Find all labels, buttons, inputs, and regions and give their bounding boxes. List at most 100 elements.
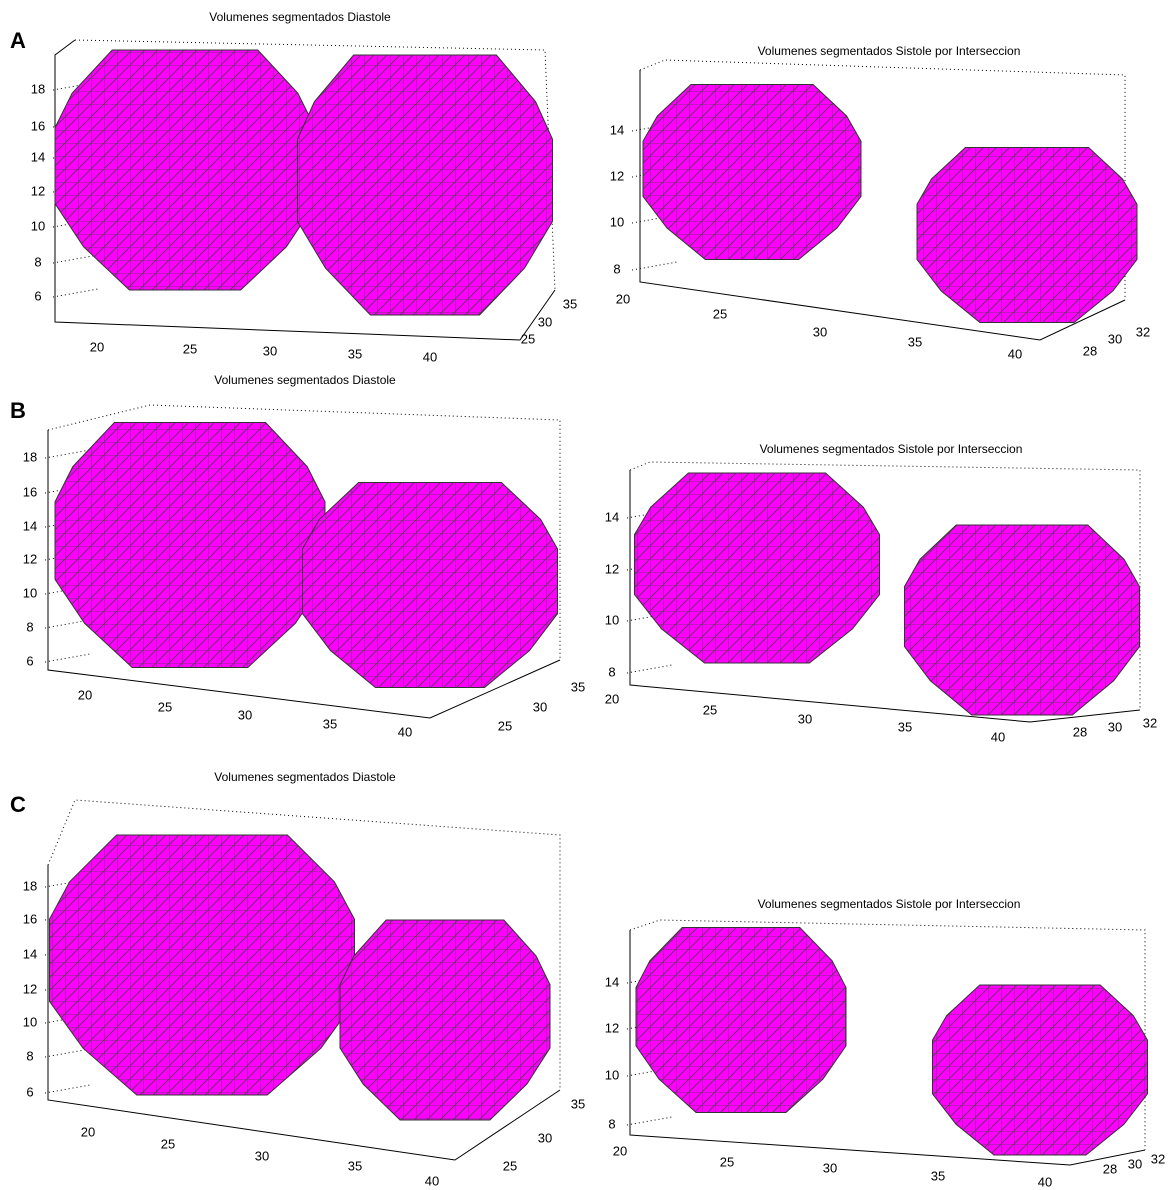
x-tick-label: 25 [183,341,197,356]
z-tick-label: 6 [34,288,41,303]
volume-mesh [642,84,862,260]
z-tick-label: 16 [23,484,37,499]
z-tick-label: 18 [31,81,45,96]
z-tick-label: 16 [31,118,45,133]
volume-mesh [297,54,553,316]
x-tick-label: 30 [263,343,277,358]
plot-title: Volumenes segmentados Diastole [214,373,396,387]
x-tick-label: 25 [720,1154,734,1169]
y-tick-label: 32 [1136,324,1150,339]
x-tick-label: 20 [616,291,630,306]
volume-mesh [302,482,558,688]
x-tick-label: 20 [605,691,619,706]
z-tick-label: 14 [23,518,37,533]
panel-label: B [10,398,26,423]
volume-mesh [634,472,880,664]
z-tick-label: 12 [23,981,37,996]
y-tick-label: 35 [571,1096,585,1111]
x-tick-label: 40 [991,729,1005,744]
x-tick-label: 30 [238,707,252,722]
x-tick-label: 40 [423,349,437,364]
grid-box [47,404,561,660]
x-tick-label: 30 [813,324,827,339]
y-tick-label: 30 [1128,1156,1142,1171]
volume-mesh [54,49,316,291]
axis [54,39,556,341]
x-tick-label: 35 [323,716,337,731]
plot-title: Volumenes segmentados Diastole [214,770,396,784]
z-tick-label: 16 [23,911,37,926]
x-tick-label: 30 [823,1160,837,1175]
x-tick-label: 20 [78,687,92,702]
axis [47,865,561,1161]
grid-line [44,653,91,663]
z-tick-label: 8 [608,664,615,679]
grid-line [626,1116,673,1126]
z-tick-label: 8 [613,261,620,276]
x-tick-label: 40 [425,1173,439,1188]
z-tick-label: 6 [26,1084,33,1099]
grid-line [52,288,99,298]
y-tick-label: 32 [1151,1151,1165,1166]
grid-box [47,799,561,1090]
x-tick-label: 40 [398,724,412,739]
volume-mesh [904,524,1140,716]
y-tick-label: 28 [1083,343,1097,358]
x-tick-label: 25 [703,702,717,717]
z-tick-label: 10 [605,1067,619,1082]
grid-line [44,1048,91,1058]
x-tick-label: 35 [348,346,362,361]
x-tick-label: 35 [898,719,912,734]
z-tick-label: 8 [26,619,33,634]
grid-line [44,1084,91,1094]
y-tick-label: 30 [1108,719,1122,734]
volume-mesh [916,147,1138,323]
z-tick-label: 14 [605,509,619,524]
axis [629,930,1146,1166]
plot-title: Volumenes segmentados Sistole por Inters… [758,897,1021,911]
grid-line [626,664,673,674]
y-tick-label: 35 [571,679,585,694]
plot-title: Volumenes segmentados Diastole [209,10,391,24]
z-tick-label: 14 [31,149,45,164]
volume-mesh [49,834,355,1096]
x-tick-label: 25 [158,699,172,714]
z-tick-label: 18 [23,449,37,464]
z-tick-label: 10 [23,1014,37,1029]
panel-label: A [10,28,26,53]
y-tick-label: 25 [503,1158,517,1173]
x-tick-label: 25 [161,1136,175,1151]
z-tick-label: 14 [23,946,37,961]
grid-line [631,261,678,271]
z-tick-label: 14 [610,122,624,137]
y-tick-label: 28 [1073,724,1087,739]
z-tick-label: 10 [605,612,619,627]
x-tick-label: 20 [90,339,104,354]
axis [47,430,561,719]
panel-label: C [10,792,26,817]
z-tick-label: 14 [605,974,619,989]
y-tick-label: 30 [538,314,552,329]
y-tick-label: 32 [1143,715,1157,730]
z-tick-label: 8 [26,1048,33,1063]
y-tick-label: 25 [498,718,512,733]
x-tick-label: 20 [613,1143,627,1158]
x-tick-label: 35 [931,1168,945,1183]
x-tick-label: 30 [798,711,812,726]
z-tick-label: 18 [23,878,37,893]
x-tick-label: 20 [81,1124,95,1139]
z-tick-label: 6 [26,653,33,668]
z-tick-label: 12 [31,183,45,198]
z-tick-label: 12 [23,551,37,566]
z-tick-label: 12 [605,561,619,576]
axis [639,70,1126,341]
y-tick-label: 35 [563,296,577,311]
volume-mesh [54,422,326,668]
volume-mesh [932,984,1148,1156]
y-tick-label: 25 [521,331,535,346]
x-tick-label: 25 [713,306,727,321]
x-tick-label: 40 [1008,346,1022,361]
z-tick-label: 10 [610,214,624,229]
x-tick-label: 35 [908,334,922,349]
y-tick-label: 30 [1108,331,1122,346]
